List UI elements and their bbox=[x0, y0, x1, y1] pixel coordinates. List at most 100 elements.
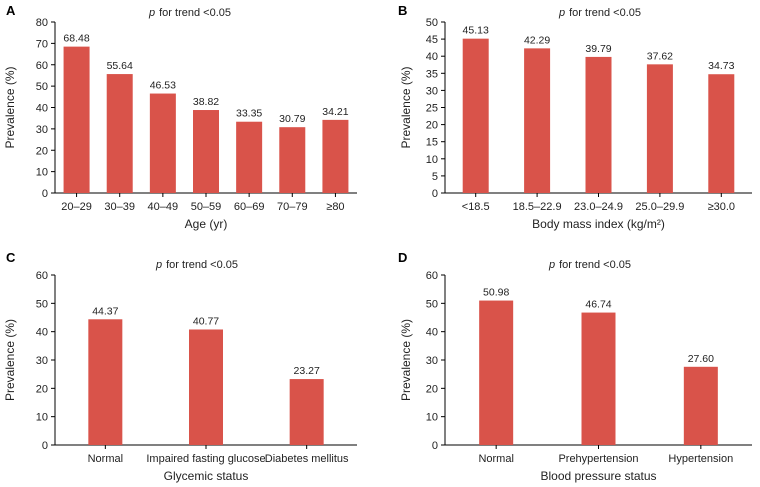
y-axis-label: Prevalence (%) bbox=[399, 319, 413, 401]
trend-text: for trend <0.05 bbox=[559, 259, 631, 271]
y-tick-label: 20 bbox=[426, 383, 438, 395]
y-tick-label: 50 bbox=[36, 81, 48, 93]
x-tick-label: 60–69 bbox=[234, 201, 265, 213]
bar bbox=[479, 300, 514, 445]
trend-p-symbol: p bbox=[148, 7, 155, 19]
bar-value-label: 33.35 bbox=[236, 108, 262, 120]
y-tick-label: 25 bbox=[426, 103, 438, 115]
y-tick-label: 70 bbox=[36, 38, 48, 50]
bar-value-label: 45.13 bbox=[463, 25, 489, 37]
bar bbox=[289, 379, 324, 445]
bar-value-label: 42.29 bbox=[524, 34, 550, 46]
bar-value-label: 55.64 bbox=[107, 60, 133, 72]
x-axis-label: Blood pressure status bbox=[540, 469, 656, 483]
y-tick-label: 30 bbox=[36, 124, 48, 136]
y-axis-label: Prevalence (%) bbox=[3, 319, 17, 401]
y-tick-label: 20 bbox=[426, 120, 438, 132]
y-tick-label: 35 bbox=[426, 68, 438, 80]
y-tick-label: 0 bbox=[432, 188, 438, 200]
x-tick-label: 23.0–24.9 bbox=[574, 201, 623, 213]
x-tick-label: Prehypertension bbox=[558, 453, 638, 465]
y-tick-label: 40 bbox=[426, 327, 438, 339]
y-tick-label: 30 bbox=[426, 85, 438, 97]
bar bbox=[149, 93, 176, 193]
y-tick-label: 40 bbox=[426, 51, 438, 63]
y-tick-label: 40 bbox=[36, 103, 48, 115]
y-tick-label: 10 bbox=[426, 154, 438, 166]
bar-value-label: 40.77 bbox=[193, 315, 219, 327]
y-axis-label: Prevalence (%) bbox=[3, 66, 17, 148]
bar bbox=[236, 121, 263, 193]
y-tick-label: 10 bbox=[36, 412, 48, 424]
panel-letter: D bbox=[398, 250, 407, 265]
trend-annotation: p for trend <0.05 bbox=[148, 7, 231, 19]
bar-value-label: 34.21 bbox=[322, 106, 348, 118]
bar-value-label: 30.79 bbox=[279, 113, 305, 125]
x-tick-label: 25.0–29.9 bbox=[635, 201, 684, 213]
trend-annotation: p for trend <0.05 bbox=[155, 259, 238, 271]
y-tick-label: 15 bbox=[426, 137, 438, 149]
bar bbox=[88, 319, 123, 445]
bar bbox=[193, 110, 219, 193]
trend-text: for trend <0.05 bbox=[569, 7, 641, 19]
trend-p-symbol: p bbox=[155, 259, 162, 271]
bar-value-label: 44.37 bbox=[92, 305, 118, 317]
trend-annotation: p for trend <0.05 bbox=[558, 7, 641, 19]
trend-p-symbol: p bbox=[558, 7, 565, 19]
y-tick-label: 0 bbox=[42, 188, 48, 200]
bar-value-label: 34.73 bbox=[708, 60, 734, 72]
y-tick-label: 45 bbox=[426, 34, 438, 46]
bar bbox=[63, 46, 90, 194]
y-tick-label: 10 bbox=[426, 412, 438, 424]
panel-letter: A bbox=[6, 3, 16, 18]
x-tick-label: 70–79 bbox=[277, 201, 308, 213]
y-tick-label: 60 bbox=[426, 270, 438, 282]
x-tick-label: 40–49 bbox=[148, 201, 179, 213]
bar bbox=[106, 74, 133, 193]
trend-p-symbol: p bbox=[548, 259, 555, 271]
trend-text: for trend <0.05 bbox=[159, 7, 231, 19]
x-tick-label: Normal bbox=[88, 453, 123, 465]
y-axis-label: Prevalence (%) bbox=[399, 66, 413, 148]
x-tick-label: ≥80 bbox=[326, 201, 344, 213]
y-tick-label: 50 bbox=[426, 17, 438, 29]
y-tick-label: 20 bbox=[36, 383, 48, 395]
bar bbox=[683, 366, 718, 445]
y-tick-label: 60 bbox=[36, 60, 48, 72]
bar-value-label: 37.62 bbox=[647, 50, 673, 62]
bar-value-label: 50.98 bbox=[483, 287, 509, 299]
bar-value-label: 68.48 bbox=[63, 33, 89, 45]
trend-text: for trend <0.05 bbox=[166, 259, 238, 271]
y-tick-label: 20 bbox=[36, 145, 48, 157]
y-tick-label: 40 bbox=[36, 327, 48, 339]
bar-value-label: 46.74 bbox=[585, 299, 611, 311]
x-axis-label: Body mass index (kg/m²) bbox=[532, 217, 665, 231]
x-tick-label: 30–39 bbox=[104, 201, 135, 213]
y-tick-label: 50 bbox=[36, 298, 48, 310]
x-tick-label: 18.5–22.9 bbox=[513, 201, 562, 213]
bar-value-label: 46.53 bbox=[150, 80, 176, 92]
x-tick-label: Normal bbox=[478, 453, 513, 465]
bar bbox=[189, 329, 223, 445]
x-axis-label: Glycemic status bbox=[164, 469, 249, 483]
bar-value-label: 27.60 bbox=[688, 353, 714, 365]
y-tick-label: 0 bbox=[432, 440, 438, 452]
y-tick-label: 10 bbox=[36, 167, 48, 179]
trend-annotation: p for trend <0.05 bbox=[548, 259, 631, 271]
panel-letter: C bbox=[6, 250, 16, 265]
x-tick-label: 50–59 bbox=[191, 201, 222, 213]
bar bbox=[646, 64, 673, 193]
y-tick-label: 30 bbox=[426, 355, 438, 367]
bar bbox=[322, 119, 349, 193]
x-tick-label: 20–29 bbox=[61, 201, 92, 213]
y-tick-label: 50 bbox=[426, 298, 438, 310]
bar bbox=[279, 127, 306, 193]
bar bbox=[585, 56, 612, 194]
bar bbox=[708, 74, 735, 193]
bar-value-label: 39.79 bbox=[585, 43, 611, 55]
